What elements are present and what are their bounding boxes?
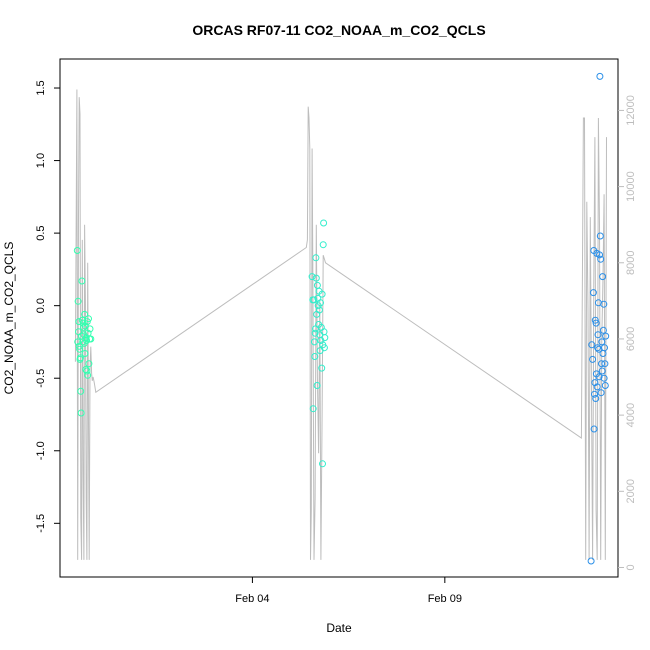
data-point bbox=[591, 390, 598, 398]
data-point bbox=[600, 374, 608, 382]
altitude-line bbox=[74, 89, 607, 560]
data-point bbox=[598, 360, 605, 368]
data-point bbox=[83, 318, 91, 326]
y-tick-label: 0.5 bbox=[35, 225, 47, 240]
scatter-points bbox=[73, 72, 610, 565]
data-point bbox=[598, 367, 606, 375]
data-point bbox=[78, 316, 86, 324]
x-tick-label: Feb 04 bbox=[235, 593, 269, 605]
data-point bbox=[309, 296, 317, 304]
data-point bbox=[320, 328, 328, 336]
y2-axis: 0 2000 4000 6000 8000 10000 12000 bbox=[618, 95, 637, 571]
y-tick-label: 0.0 bbox=[35, 298, 47, 313]
data-point bbox=[78, 277, 86, 285]
data-point bbox=[75, 318, 83, 326]
y2-tick-label: 6000 bbox=[625, 327, 637, 351]
data-point bbox=[311, 329, 319, 337]
data-point bbox=[598, 338, 606, 346]
data-point bbox=[595, 373, 603, 381]
data-point bbox=[312, 254, 320, 262]
data-point bbox=[600, 300, 608, 308]
y2-tick-label: 2000 bbox=[625, 479, 637, 503]
data-point bbox=[83, 367, 91, 375]
data-point bbox=[601, 360, 609, 368]
data-point bbox=[311, 353, 319, 360]
data-point bbox=[75, 342, 83, 350]
y2-tick-label: 8000 bbox=[625, 251, 637, 275]
data-point bbox=[74, 297, 82, 305]
data-point bbox=[602, 332, 610, 340]
data-point bbox=[86, 325, 94, 333]
data-point bbox=[78, 332, 86, 340]
y-axis: -1.5 -1.0 -0.5 0.0 0.5 1.0 1.5 bbox=[35, 80, 60, 533]
data-point bbox=[318, 364, 326, 372]
data-point bbox=[313, 382, 321, 389]
data-point bbox=[599, 273, 607, 281]
data-point bbox=[596, 72, 604, 80]
y2-tick-label: 12000 bbox=[625, 95, 637, 126]
data-point bbox=[318, 290, 326, 298]
data-point bbox=[77, 387, 85, 395]
y2-tick-label: 0 bbox=[625, 564, 637, 570]
y-axis-label: CO2_NOAA_m_CO2_QCLS bbox=[2, 242, 16, 395]
data-point bbox=[319, 241, 327, 249]
data-point bbox=[310, 338, 318, 346]
plot-frame bbox=[59, 58, 619, 578]
data-point bbox=[591, 316, 599, 324]
data-point bbox=[313, 310, 321, 318]
data-point bbox=[599, 326, 607, 334]
data-point bbox=[312, 325, 319, 333]
data-point bbox=[596, 251, 603, 259]
y-tick-label: 1.5 bbox=[35, 80, 47, 95]
y2-tick-label: 10000 bbox=[625, 171, 637, 202]
data-point bbox=[314, 302, 322, 310]
x-axis-label: Date bbox=[326, 621, 352, 635]
data-point bbox=[590, 425, 598, 433]
data-point bbox=[308, 273, 316, 281]
data-point bbox=[601, 382, 609, 389]
data-point bbox=[589, 355, 597, 363]
y2-tick-label: 4000 bbox=[625, 403, 637, 427]
data-point bbox=[587, 557, 595, 565]
y-tick-label: 1.0 bbox=[35, 153, 47, 168]
y-tick-label: -0.5 bbox=[35, 369, 47, 388]
chart-title: ORCAS RF07-11 CO2_NOAA_m_CO2_QCLS bbox=[192, 22, 485, 38]
data-point bbox=[312, 274, 320, 282]
data-point bbox=[320, 344, 328, 352]
data-point bbox=[592, 319, 600, 327]
data-point bbox=[73, 247, 81, 254]
data-point bbox=[86, 335, 94, 343]
data-point bbox=[601, 344, 608, 352]
data-point bbox=[77, 409, 85, 417]
data-point bbox=[593, 383, 601, 391]
data-point bbox=[592, 395, 600, 402]
data-point bbox=[309, 405, 317, 413]
data-point bbox=[80, 323, 87, 331]
data-point bbox=[321, 334, 329, 342]
data-point bbox=[594, 331, 602, 339]
data-point bbox=[597, 255, 605, 263]
x-tick-label: Feb 09 bbox=[428, 593, 462, 605]
data-point bbox=[594, 344, 602, 352]
data-point bbox=[320, 219, 328, 227]
data-point bbox=[319, 460, 326, 468]
y-tick-label: -1.0 bbox=[35, 441, 47, 460]
data-point bbox=[597, 389, 605, 397]
y-tick-label: -1.5 bbox=[35, 514, 47, 533]
data-point bbox=[81, 350, 89, 357]
altitude-trace bbox=[74, 89, 607, 560]
data-point bbox=[588, 341, 596, 349]
data-point bbox=[74, 338, 82, 346]
data-point bbox=[76, 345, 84, 353]
data-point bbox=[85, 360, 93, 368]
data-point bbox=[313, 281, 321, 289]
data-point bbox=[82, 366, 90, 373]
data-point bbox=[76, 354, 84, 362]
data-point bbox=[596, 232, 604, 240]
data-point bbox=[81, 310, 89, 318]
data-point bbox=[589, 289, 597, 297]
x-axis: Feb 04 Feb 09 bbox=[235, 577, 462, 605]
